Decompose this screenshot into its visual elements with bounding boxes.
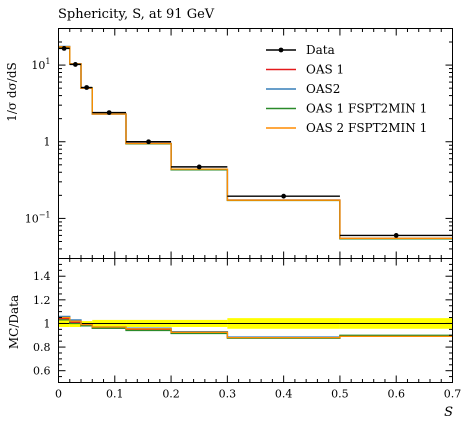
ratio-y-tick-label: 1.4	[33, 270, 51, 283]
ratio-y-tick-label: 1	[44, 317, 51, 330]
x-tick-label: 0.7	[444, 388, 462, 401]
ratio-y-tick-label: 0.8	[33, 341, 51, 354]
ratio-plot-frame	[58, 258, 453, 383]
legend-label: OAS2	[306, 82, 340, 96]
data-point	[146, 139, 151, 145]
series-line-oas-1-fspt2min-1	[58, 46, 453, 240]
x-axis-label: S	[444, 405, 453, 420]
series-line-oas-1	[58, 46, 453, 239]
ratio-y-tick-label: 1.2	[33, 294, 51, 307]
x-tick-label: 0	[55, 388, 62, 401]
series-line-oas-2-fspt2min-1	[58, 46, 453, 239]
data-point	[281, 193, 287, 199]
legend-label: OAS 1 FSPT2MIN 1	[306, 102, 427, 116]
series-line-oas2	[58, 45, 453, 239]
data-point	[106, 110, 112, 115]
main-ylabel: 1/σ dσ/dS	[5, 62, 19, 122]
data-point	[196, 164, 202, 170]
x-tick-label: 0.4	[275, 388, 293, 401]
main-plot-frame	[58, 28, 453, 259]
x-tick-label: 0.6	[387, 388, 405, 401]
legend-label-data: Data	[306, 43, 335, 57]
main-y-tick-label: 101	[31, 57, 50, 72]
legend-marker-data	[278, 47, 284, 53]
data-point	[84, 85, 90, 90]
data-point	[72, 62, 78, 67]
data-point	[61, 46, 67, 51]
main-y-tick-label: 10−1	[25, 210, 51, 225]
x-tick-label: 0.2	[162, 388, 180, 401]
chart-title: Sphericity, S, at 91 GeV	[58, 7, 215, 22]
ratio-y-tick-label: 0.6	[33, 365, 51, 378]
legend-label: OAS 1	[306, 63, 344, 77]
main-plot: 10−1 1 101	[25, 28, 453, 259]
ratio-line-oas-2-fspt2min-1	[58, 316, 453, 339]
main-y-tick-label: 1	[44, 136, 51, 149]
x-tick-label: 0.3	[219, 388, 237, 401]
legend: Data OAS 1 OAS2 OAS 1 FSPT2MIN 1 OAS 2 FSPT2…	[266, 43, 427, 135]
legend-label: OAS 2 FSPT2MIN 1	[306, 121, 427, 135]
ratio-plot: 0 0.1 0.2 0.3 0.4 0.5 0.6 0.7 0.6 0.8 1 1.2 1.4	[33, 258, 462, 401]
x-tick-label: 0.1	[106, 388, 124, 401]
x-tick-label: 0.5	[331, 388, 349, 401]
data-point	[393, 233, 399, 238]
ratio-ylabel: MC/Data	[7, 295, 21, 349]
